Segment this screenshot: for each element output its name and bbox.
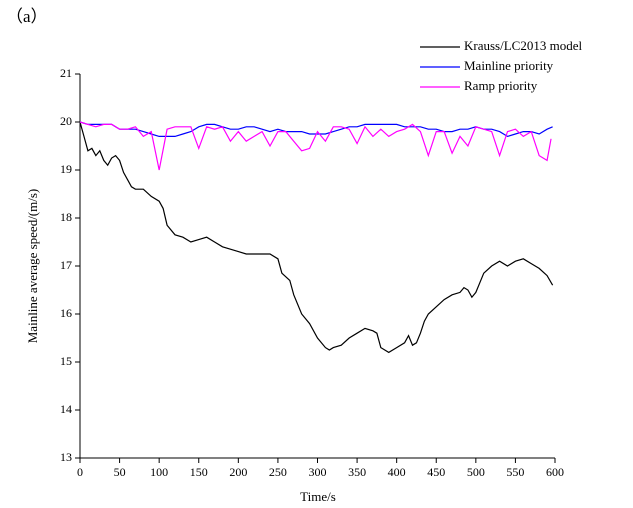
legend-label: Mainline priority — [464, 58, 554, 73]
x-tick-label: 100 — [150, 465, 168, 479]
x-tick-label: 500 — [467, 465, 485, 479]
y-tick-label: 16 — [60, 306, 72, 320]
x-tick-label: 300 — [309, 465, 327, 479]
y-tick-label: 17 — [60, 258, 72, 272]
x-tick-label: 350 — [348, 465, 366, 479]
panel-label: （a） — [6, 7, 48, 26]
y-axis-label: Mainline average speed/(m/s) — [25, 189, 40, 344]
y-tick-label: 14 — [60, 402, 72, 416]
legend-label: Krauss/LC2013 model — [464, 38, 582, 53]
y-tick-label: 20 — [60, 114, 72, 128]
x-tick-label: 600 — [546, 465, 564, 479]
x-tick-label: 150 — [190, 465, 208, 479]
y-tick-label: 13 — [60, 450, 72, 464]
legend-label: Ramp priority — [464, 78, 538, 93]
x-tick-label: 450 — [427, 465, 445, 479]
x-tick-label: 550 — [506, 465, 524, 479]
y-tick-label: 15 — [60, 354, 72, 368]
y-tick-label: 19 — [60, 162, 72, 176]
series-line — [79, 121, 554, 354]
x-tick-label: 200 — [229, 465, 247, 479]
y-tick-label: 18 — [60, 210, 72, 224]
x-tick-label: 0 — [77, 465, 83, 479]
x-tick-label: 50 — [114, 465, 126, 479]
x-tick-label: 250 — [269, 465, 287, 479]
series-line — [79, 121, 552, 171]
x-tick-label: 400 — [388, 465, 406, 479]
y-tick-label: 21 — [60, 66, 72, 80]
x-axis-label: Time/s — [300, 489, 336, 504]
